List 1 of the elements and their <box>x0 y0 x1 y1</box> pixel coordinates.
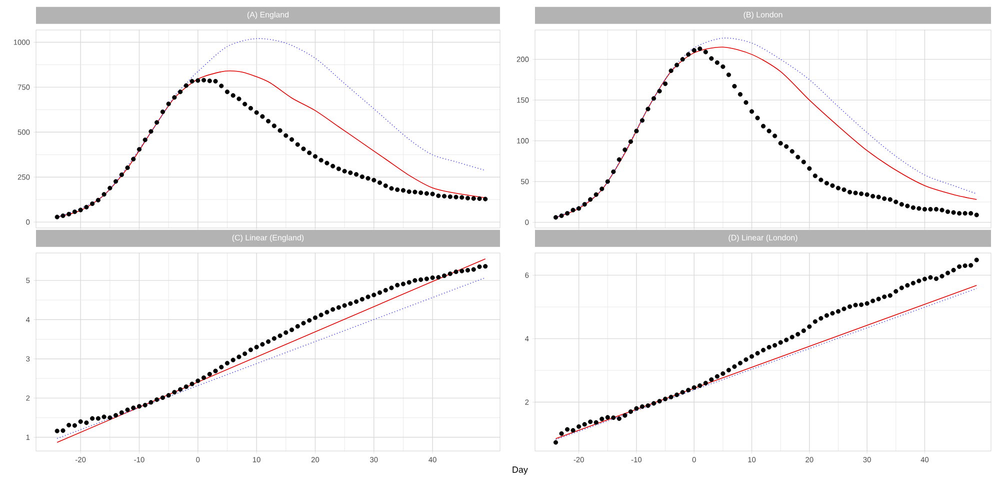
x-axis-title: Day <box>512 466 528 475</box>
